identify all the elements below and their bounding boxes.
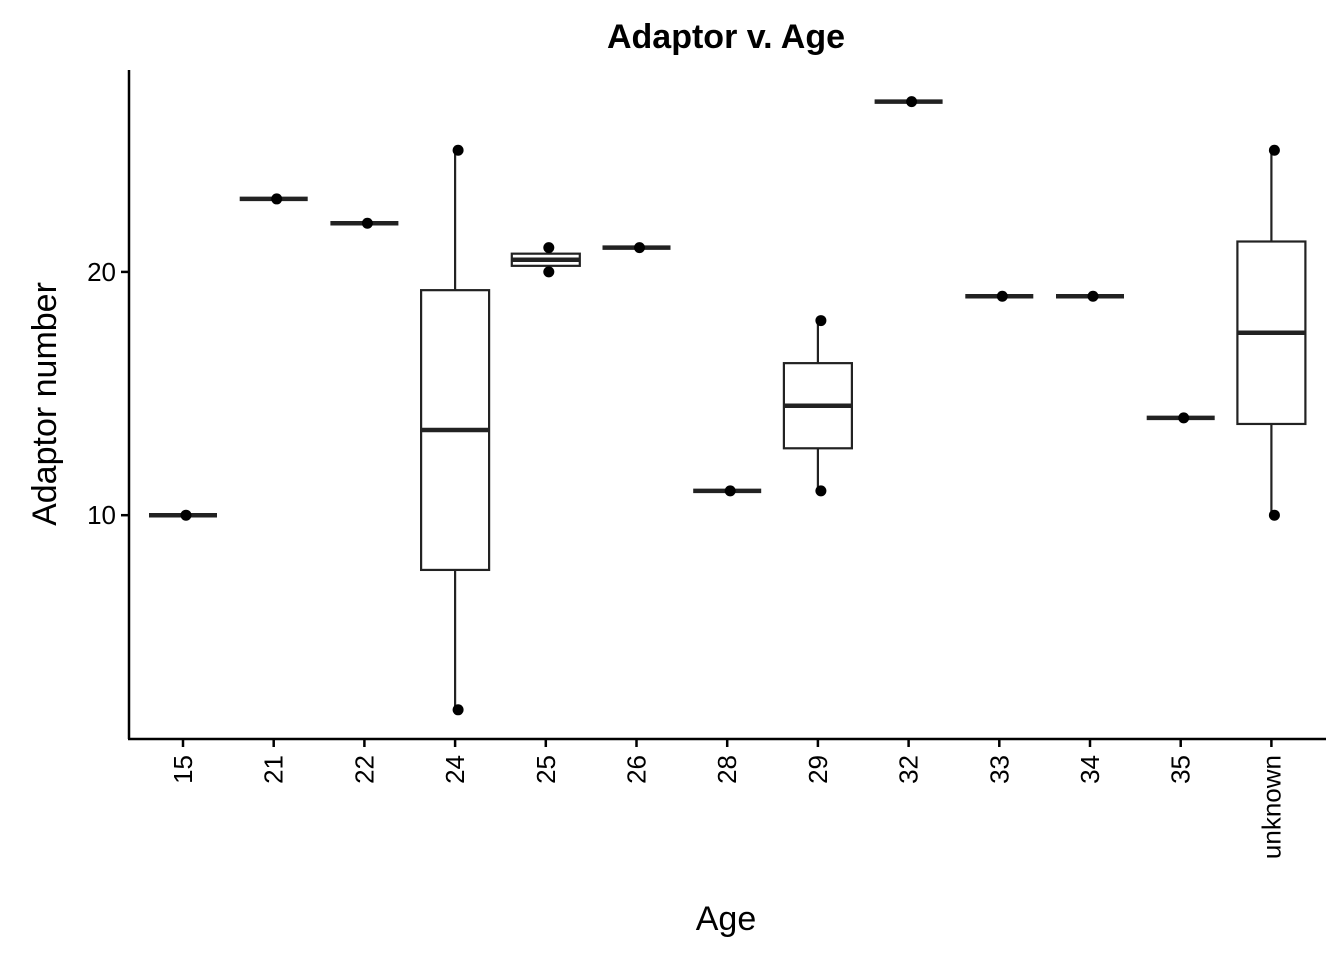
x-tick-label: 34: [1075, 755, 1105, 784]
box-group-35: [1146, 412, 1215, 424]
x-tick-label: 29: [803, 755, 833, 784]
data-point: [271, 193, 283, 205]
x-tick-label: 25: [531, 755, 561, 784]
x-tick-label: 22: [349, 755, 379, 784]
box-group-21: [239, 193, 308, 205]
data-point: [1268, 144, 1280, 156]
y-tick-label: 10: [87, 500, 116, 530]
x-axis: 15 21 22 24 25 26 28 29 32 33 34 35 unknown: [168, 739, 1286, 859]
x-tick-label: 28: [712, 755, 742, 784]
box-group-15: [149, 509, 217, 521]
data-point: [1178, 412, 1190, 424]
data-point: [1087, 290, 1099, 302]
data-point: [906, 96, 918, 108]
x-tick-label: 26: [622, 755, 652, 784]
data-point: [1268, 509, 1280, 521]
box-group-28: [693, 485, 762, 497]
plot-area: [149, 96, 1307, 716]
box-group-24: [420, 144, 491, 716]
data-point: [543, 242, 555, 254]
y-tick-label: 20: [87, 257, 116, 287]
data-point: [543, 266, 555, 278]
x-tick-label: 33: [984, 755, 1014, 784]
box-group-29: [782, 315, 854, 497]
data-point: [361, 217, 373, 229]
box-group-unknown: [1236, 144, 1307, 521]
box-group-22: [330, 217, 399, 229]
box-group-32: [874, 96, 943, 108]
data-point: [724, 485, 736, 497]
data-point: [452, 144, 464, 156]
box-group-25: [510, 242, 581, 278]
chart-title: Adaptor v. Age: [607, 18, 845, 56]
x-tick-label: unknown: [1256, 755, 1286, 859]
x-tick-label: 32: [894, 755, 924, 784]
y-axis: 10 20: [87, 257, 129, 530]
box-group-33: [965, 290, 1034, 302]
box-group-34: [1056, 290, 1124, 302]
x-tick-label: 35: [1166, 755, 1196, 784]
x-tick-label: 24: [440, 755, 470, 784]
x-tick-label: 15: [168, 755, 198, 784]
box-group-26: [602, 242, 671, 254]
x-tick-label: 21: [259, 755, 289, 784]
data-point: [634, 242, 645, 254]
data-point: [452, 704, 464, 716]
y-axis-title: Adaptor number: [26, 282, 64, 526]
data-point: [180, 509, 192, 521]
data-point: [815, 315, 827, 327]
data-point: [815, 485, 827, 497]
x-axis-title: Age: [696, 900, 757, 938]
data-point: [996, 290, 1008, 302]
